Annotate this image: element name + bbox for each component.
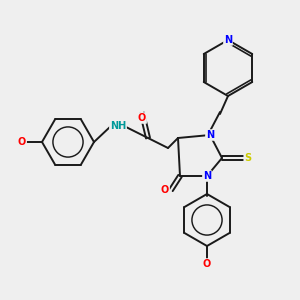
Text: N: N — [224, 35, 232, 45]
Text: NH: NH — [110, 121, 126, 131]
Text: S: S — [244, 153, 252, 163]
Text: O: O — [138, 113, 146, 123]
Text: O: O — [203, 259, 211, 269]
Text: N: N — [203, 171, 211, 181]
Text: N: N — [206, 130, 214, 140]
Text: O: O — [161, 185, 169, 195]
Text: O: O — [18, 137, 26, 147]
